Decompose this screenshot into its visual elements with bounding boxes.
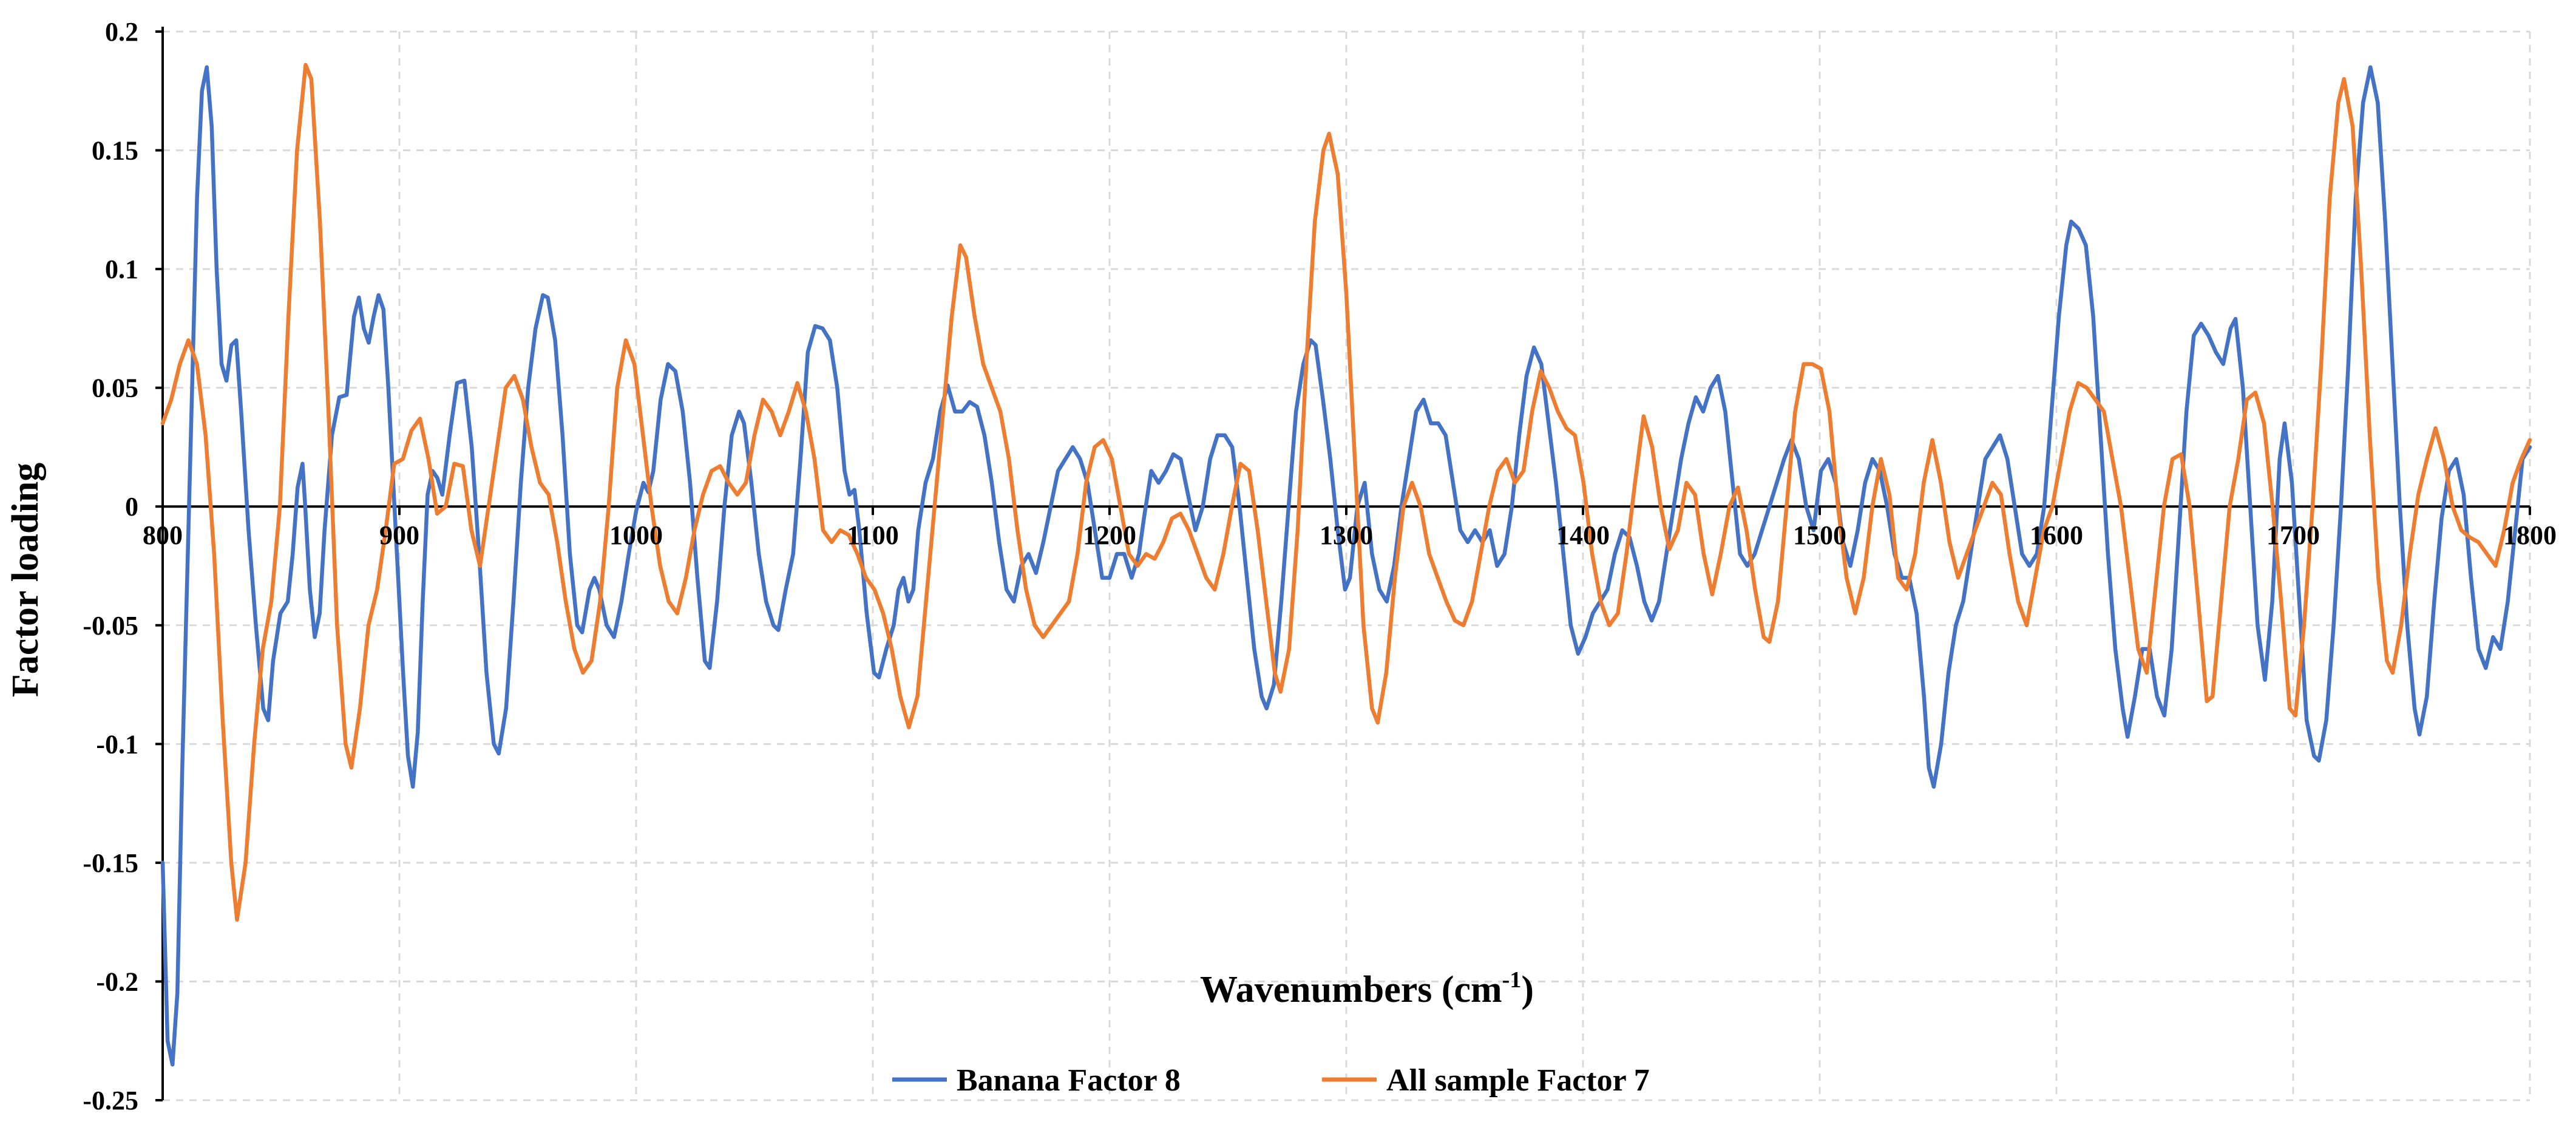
x-axis-title: Wavenumbers (cm-1) [1200,967,1534,1010]
x-tick-label: 1400 [1556,520,1610,550]
x-tick-label: 1600 [2030,520,2083,550]
x-tick-label: 900 [379,520,419,550]
y-tick-label: -0.1 [96,729,138,759]
legend: Banana Factor 8 All sample Factor 7 [892,1063,1650,1098]
y-tick-label: 0.15 [92,136,138,166]
series-line-banana-factor-8 [160,65,2532,1067]
x-tick-labels: 800 900 1000 1100 1200 1300 1400 1500 1600 1700 18… [143,520,2557,550]
grid-lines [163,30,2531,1101]
y-tick-label: -0.15 [83,848,138,878]
y-tick-label: 0.2 [105,17,138,47]
x-tick-label: 1300 [1320,520,1373,550]
x-tick-label: 1700 [2266,520,2320,550]
x-tick-label: 1800 [2503,520,2557,550]
x-axis-title-close: ) [1521,969,1534,1010]
series-lines [160,63,2532,1067]
y-tick-label: 0.05 [92,373,138,403]
y-tick-label: -0.05 [83,611,138,641]
y-axis-title: Factor loading [5,463,46,697]
y-tick-labels: -0.25 -0.2 -0.15 -0.1 -0.05 0 0.05 0.1 0.15 0.2 [83,17,138,1115]
x-tick-label: 1100 [847,520,899,550]
x-axis-title-superscript: -1 [1502,967,1522,993]
x-axis-title-base: Wavenumbers (cm [1200,969,1502,1010]
y-tick-label: -0.25 [83,1086,138,1115]
y-tick-label: 0.1 [105,254,138,284]
x-tick-label: 800 [143,520,183,550]
x-tick-label: 1500 [1793,520,1846,550]
y-tick-label: 0 [125,492,138,522]
legend-label-banana-factor-8: Banana Factor 8 [957,1063,1181,1098]
x-tick-label: 1000 [609,520,663,550]
x-tick-label: 1200 [1083,520,1136,550]
series-line-all-sample-factor-7 [160,63,2532,922]
legend-label-all-sample-factor-7: All sample Factor 7 [1386,1063,1650,1098]
y-tick-label: -0.2 [96,967,138,996]
